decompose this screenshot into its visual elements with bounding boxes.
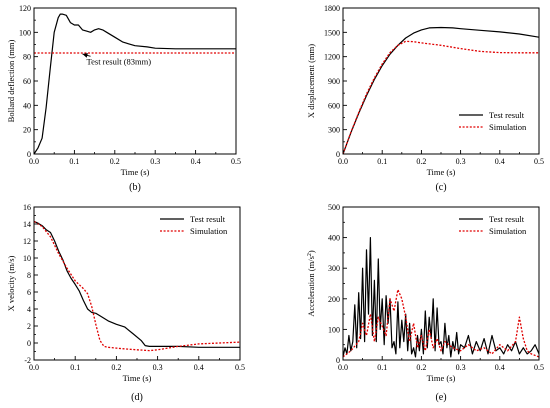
legend-label: Simulation bbox=[489, 122, 527, 132]
plot-frame bbox=[342, 7, 540, 155]
x-tick-label: 0.4 bbox=[495, 157, 505, 166]
series-line-test-result bbox=[34, 220, 240, 348]
y-tick-label: 200 bbox=[328, 295, 340, 304]
series-line-test-result bbox=[343, 26, 539, 154]
y-tick-label: 40 bbox=[23, 101, 31, 110]
x-tick-label: 0.0 bbox=[29, 363, 39, 372]
x-tick-label: 0.3 bbox=[153, 363, 163, 372]
y-tick-label: 60 bbox=[23, 77, 31, 86]
x-tick-label: 0.3 bbox=[456, 363, 466, 372]
x-axis-label: Time (s) bbox=[123, 373, 152, 383]
x-tick-label: 0.5 bbox=[534, 157, 544, 166]
series-line-simulation bbox=[34, 220, 240, 352]
y-tick-label: 120 bbox=[19, 4, 31, 13]
x-tick-label: 0.5 bbox=[235, 363, 245, 372]
y-axis-label: Bollard deflection (mm) bbox=[6, 40, 16, 123]
y-tick-label: -2 bbox=[24, 356, 31, 365]
y-tick-label: 300 bbox=[328, 264, 340, 273]
plot-frame bbox=[33, 7, 237, 155]
x-tick-label: 0.2 bbox=[416, 363, 426, 372]
y-tick-label: 12 bbox=[23, 237, 31, 246]
x-tick-label: 0.2 bbox=[416, 157, 426, 166]
y-tick-label: 300 bbox=[328, 126, 340, 135]
y-axis-label-main: Acceleration (m/s bbox=[306, 256, 316, 317]
y-tick-label: 2 bbox=[27, 322, 31, 331]
y-tick-label: 80 bbox=[23, 53, 31, 62]
x-tick-label: 0.4 bbox=[495, 363, 505, 372]
y-tick-label: 100 bbox=[19, 28, 31, 37]
y-tick-label: 10 bbox=[23, 254, 31, 263]
chart-panel-b: 0.0 0.1 0.2 0.3 0.4 0.5 0 20 40 60 80 100 120 Time (s… bbox=[6, 4, 241, 193]
y-tick-label: 100 bbox=[328, 325, 340, 334]
y-tick-label: 600 bbox=[328, 101, 340, 110]
x-tick-label: 0.1 bbox=[377, 363, 387, 372]
y-tick-label: 1500 bbox=[324, 28, 340, 37]
legend-label: Simulation bbox=[489, 226, 527, 236]
x-tick-label: 0.1 bbox=[377, 157, 387, 166]
y-axis-label: X velocity (m/s) bbox=[6, 255, 16, 311]
chart-panel-d: 0.0 0.1 0.2 0.3 0.4 0.5 -2 0 2 4 6 8 10 12 14 16 Time (s… bbox=[6, 203, 245, 403]
y-tick-label: 1200 bbox=[324, 53, 340, 62]
x-tick-label: 0.4 bbox=[191, 157, 201, 166]
series-line-simulation bbox=[343, 288, 539, 358]
x-axis-label: Time (s) bbox=[427, 167, 456, 177]
x-tick-label: 0.0 bbox=[338, 157, 348, 166]
x-tick-label: 0.2 bbox=[110, 157, 120, 166]
x-tick-label: 0.1 bbox=[69, 157, 79, 166]
y-tick-label: 1800 bbox=[324, 4, 340, 13]
x-tick-label: 0.1 bbox=[70, 363, 80, 372]
y-tick-label: 0 bbox=[336, 150, 340, 159]
x-tick-label: 0.0 bbox=[338, 363, 348, 372]
annotation-text: Test result (83mm) bbox=[87, 56, 152, 66]
x-axis-label: Time (s) bbox=[427, 373, 456, 383]
y-tick-label: 16 bbox=[23, 203, 31, 212]
y-tick-label: 0 bbox=[27, 339, 31, 348]
y-tick-label: 400 bbox=[328, 234, 340, 243]
series-line-simulation bbox=[343, 40, 539, 154]
x-tick-label: 0.2 bbox=[111, 363, 121, 372]
y-tick-label: 6 bbox=[27, 288, 31, 297]
x-tick-label: 0.4 bbox=[194, 363, 204, 372]
y-tick-label: 0 bbox=[336, 356, 340, 365]
x-tick-label: 0.0 bbox=[29, 157, 39, 166]
chart-panel-e: 0.0 0.1 0.2 0.3 0.4 0.5 0 100 200 300 400 500 Time (… bbox=[306, 203, 544, 403]
y-tick-label: 4 bbox=[27, 305, 31, 314]
chart-panel-c: 0.0 0.1 0.2 0.3 0.4 0.5 0 300 600 900 1200 1500 1800… bbox=[306, 4, 544, 193]
legend-label: Test result bbox=[489, 214, 525, 224]
y-tick-label: 14 bbox=[23, 220, 31, 229]
x-tick-label: 0.5 bbox=[231, 157, 241, 166]
panel-label: (d) bbox=[131, 392, 143, 403]
y-axis-label: X displacement (mm) bbox=[306, 44, 316, 118]
y-tick-label: 500 bbox=[328, 203, 340, 212]
y-axis-label-superscript: 2 bbox=[307, 253, 313, 256]
panel-label: (b) bbox=[129, 182, 141, 193]
annotation-arrow-head bbox=[82, 53, 88, 58]
panel-label: (c) bbox=[435, 182, 446, 193]
x-axis-label: Time (s) bbox=[121, 167, 150, 177]
x-tick-label: 0.3 bbox=[150, 157, 160, 166]
x-tick-label: 0.3 bbox=[456, 157, 466, 166]
series-line-test-result bbox=[343, 237, 539, 358]
y-tick-label: 0 bbox=[27, 150, 31, 159]
legend-label: Test result bbox=[489, 110, 525, 120]
y-tick-label: 900 bbox=[328, 77, 340, 86]
legend-label: Simulation bbox=[190, 226, 228, 236]
y-axis-label: Acceleration (m/s2) bbox=[306, 250, 316, 317]
x-tick-label: 0.5 bbox=[534, 363, 544, 372]
y-axis-label-end: ) bbox=[306, 250, 316, 253]
panel-label: (e) bbox=[435, 392, 446, 403]
legend-label: Test result bbox=[190, 214, 226, 224]
y-tick-label: 8 bbox=[27, 271, 31, 280]
series-line-series-0 bbox=[34, 13, 236, 154]
y-tick-label: 20 bbox=[23, 126, 31, 135]
